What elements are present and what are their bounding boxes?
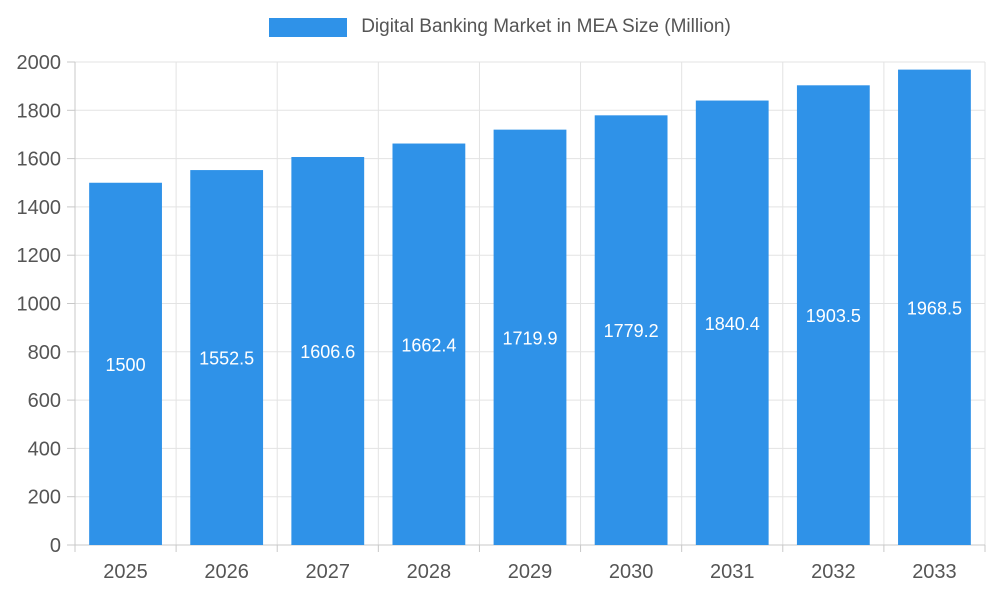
y-axis-tick-label: 0 (50, 535, 61, 557)
bar-value-label: 1719.9 (502, 328, 557, 348)
y-axis-tick-label: 800 (28, 342, 61, 364)
bar-value-label: 1840.4 (705, 314, 760, 334)
x-axis-category-label: 2033 (912, 561, 957, 583)
bar-value-label: 1606.6 (300, 342, 355, 362)
bar[interactable] (594, 115, 668, 546)
y-axis-tick-label: 2000 (17, 52, 62, 74)
y-axis-tick-label: 1200 (17, 245, 62, 267)
bar[interactable] (89, 182, 162, 545)
y-axis-tick-label: 600 (28, 390, 61, 412)
y-axis-tick-label: 1600 (17, 149, 62, 171)
x-axis-category-label: 2032 (811, 561, 856, 583)
x-axis-category-label: 2028 (407, 561, 452, 583)
y-axis-tick-label: 200 (28, 487, 61, 509)
y-axis-tick-label: 1400 (17, 197, 62, 219)
bar-value-label: 1552.5 (199, 349, 254, 369)
bar[interactable] (291, 157, 365, 545)
bar[interactable] (898, 69, 971, 546)
y-axis-tick-label: 400 (28, 438, 61, 460)
x-axis-category-label: 2027 (306, 561, 351, 583)
x-axis-category-label: 2025 (103, 561, 148, 583)
y-axis-tick-label: 1000 (17, 294, 62, 316)
bar-value-label: 1500 (106, 355, 146, 375)
legend-swatch[interactable] (269, 17, 348, 37)
chart-title: Digital Banking Market in MEA Size (Mill… (361, 16, 731, 37)
bar-value-label: 1968.5 (907, 298, 962, 318)
bar[interactable] (190, 170, 264, 546)
bar-value-label: 1779.2 (604, 321, 659, 341)
bar-value-label: 1903.5 (806, 306, 861, 326)
bar[interactable] (493, 129, 567, 545)
chart-legend: Digital Banking Market in MEA Size (Mill… (0, 16, 1000, 38)
bar[interactable] (392, 143, 466, 545)
x-axis-category-label: 2026 (204, 561, 249, 583)
x-axis-category-label: 2029 (508, 561, 553, 583)
bar-value-label: 1662.4 (401, 335, 456, 355)
bar[interactable] (796, 85, 870, 545)
x-axis-category-label: 2030 (609, 561, 654, 583)
x-axis-category-label: 2031 (710, 561, 755, 583)
y-axis-tick-label: 1800 (17, 100, 62, 122)
bar[interactable] (695, 100, 769, 546)
